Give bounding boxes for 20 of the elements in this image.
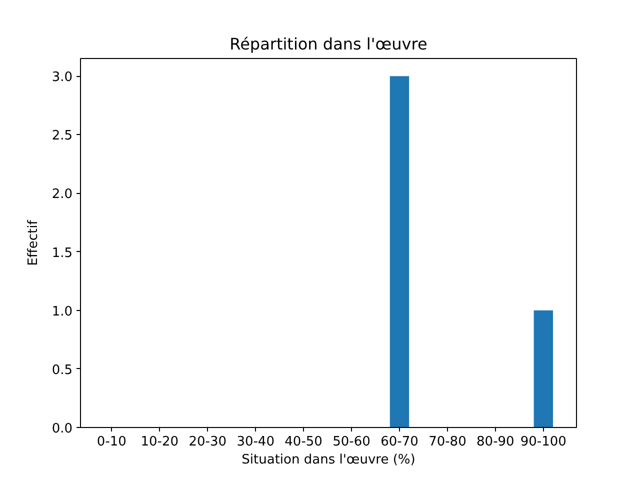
y-tick-label: 1.0	[52, 304, 73, 320]
y-tick-label: 1.5	[52, 246, 73, 261]
chart-title: Répartition dans l'œuvre	[230, 34, 428, 54]
y-axis-title: Effectif	[26, 220, 41, 266]
y-tick-label: 2.0	[52, 187, 73, 202]
x-tick-label: 0-10	[96, 434, 126, 450]
x-tick-label: 20-30	[188, 434, 227, 450]
y-tick-label: 0.5	[52, 362, 73, 378]
x-tick-label: 30-40	[236, 434, 274, 450]
x-tick-label: 70-80	[428, 434, 466, 450]
x-tick-label: 80-90	[476, 434, 514, 450]
y-tick-label: 0.0	[52, 422, 73, 436]
x-axis-title: Situation dans l'œuvre (%)	[242, 452, 416, 468]
x-tick-label: 40-50	[284, 434, 322, 450]
x-tick-label: 60-70	[380, 434, 418, 450]
y-tick-label: 3.0	[52, 70, 73, 86]
x-tick-label: 90-100	[520, 434, 566, 450]
x-tick-label: 50-60	[332, 434, 370, 450]
x-tick-label: 10-20	[140, 434, 179, 450]
y-tick-label: 2.5	[52, 128, 73, 144]
